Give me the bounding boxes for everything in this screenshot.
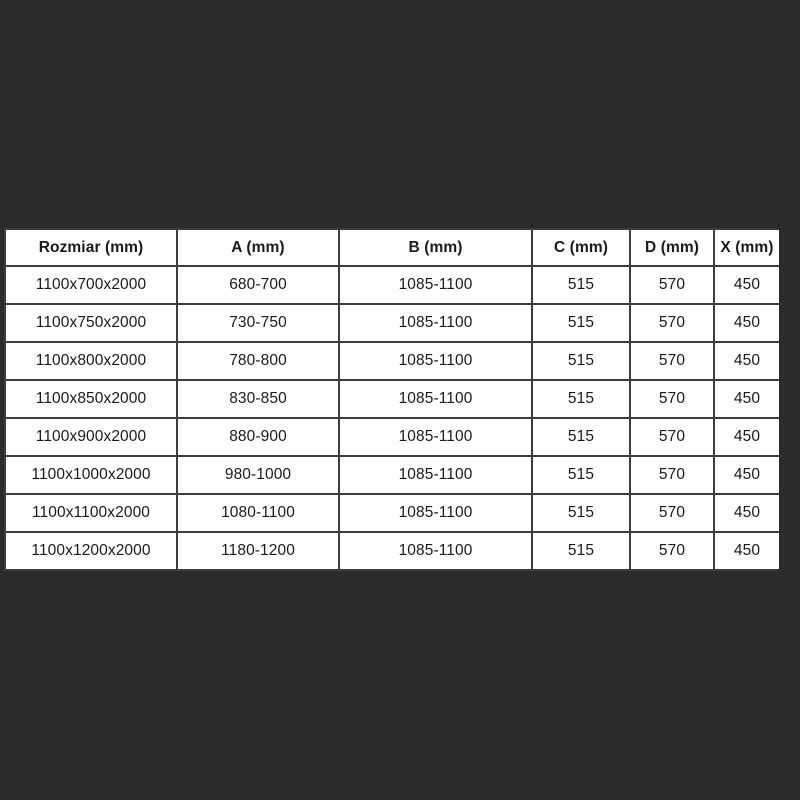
- cell-d: 570: [630, 418, 715, 457]
- cell-c: 515: [532, 494, 631, 533]
- cell-c: 515: [532, 380, 631, 419]
- cell-c: 515: [532, 342, 631, 381]
- cell-d: 570: [630, 532, 715, 569]
- cell-c: 515: [532, 532, 631, 569]
- cell-rozmiar: 1100x700x2000: [6, 266, 178, 305]
- cell-x: 450: [714, 304, 779, 343]
- cell-a: 780-800: [177, 342, 340, 381]
- cell-a: 830-850: [177, 380, 340, 419]
- cell-a: 880-900: [177, 418, 340, 457]
- cell-x: 450: [714, 342, 779, 381]
- cell-c: 515: [532, 266, 631, 305]
- cell-x: 450: [714, 266, 779, 305]
- column-header-x: X (mm): [714, 230, 779, 267]
- cell-d: 570: [630, 304, 715, 343]
- table-row: 1100x800x2000 780-800 1085-1100 515 570 …: [6, 342, 779, 381]
- cell-d: 570: [630, 456, 715, 495]
- table-row: 1100x1000x2000 980-1000 1085-1100 515 57…: [6, 456, 779, 495]
- specification-table-container: Rozmiar (mm) A (mm) B (mm) C (mm) D (mm)…: [4, 228, 779, 571]
- table-row: 1100x850x2000 830-850 1085-1100 515 570 …: [6, 380, 779, 419]
- cell-b: 1085-1100: [339, 532, 533, 569]
- cell-d: 570: [630, 494, 715, 533]
- cell-a: 680-700: [177, 266, 340, 305]
- cell-b: 1085-1100: [339, 494, 533, 533]
- cell-rozmiar: 1100x1200x2000: [6, 532, 178, 569]
- column-header-b: B (mm): [339, 230, 533, 267]
- specification-table: Rozmiar (mm) A (mm) B (mm) C (mm) D (mm)…: [6, 230, 779, 569]
- cell-c: 515: [532, 456, 631, 495]
- cell-x: 450: [714, 380, 779, 419]
- column-header-c: C (mm): [532, 230, 631, 267]
- cell-a: 1180-1200: [177, 532, 340, 569]
- table-row: 1100x750x2000 730-750 1085-1100 515 570 …: [6, 304, 779, 343]
- cell-b: 1085-1100: [339, 456, 533, 495]
- cell-c: 515: [532, 304, 631, 343]
- cell-a: 730-750: [177, 304, 340, 343]
- table-row: 1100x1200x2000 1180-1200 1085-1100 515 5…: [6, 532, 779, 569]
- cell-rozmiar: 1100x850x2000: [6, 380, 178, 419]
- cell-rozmiar: 1100x900x2000: [6, 418, 178, 457]
- table-row: 1100x1100x2000 1080-1100 1085-1100 515 5…: [6, 494, 779, 533]
- cell-d: 570: [630, 342, 715, 381]
- cell-d: 570: [630, 266, 715, 305]
- cell-rozmiar: 1100x800x2000: [6, 342, 178, 381]
- table-body: 1100x700x2000 680-700 1085-1100 515 570 …: [6, 266, 779, 569]
- table-row: 1100x700x2000 680-700 1085-1100 515 570 …: [6, 266, 779, 305]
- cell-x: 450: [714, 456, 779, 495]
- cell-x: 450: [714, 532, 779, 569]
- cell-b: 1085-1100: [339, 380, 533, 419]
- table-row: 1100x900x2000 880-900 1085-1100 515 570 …: [6, 418, 779, 457]
- cell-b: 1085-1100: [339, 342, 533, 381]
- column-header-a: A (mm): [177, 230, 340, 267]
- cell-b: 1085-1100: [339, 304, 533, 343]
- cell-rozmiar: 1100x750x2000: [6, 304, 178, 343]
- column-header-d: D (mm): [630, 230, 715, 267]
- cell-rozmiar: 1100x1000x2000: [6, 456, 178, 495]
- table-header: Rozmiar (mm) A (mm) B (mm) C (mm) D (mm)…: [6, 230, 779, 267]
- cell-b: 1085-1100: [339, 418, 533, 457]
- cell-c: 515: [532, 418, 631, 457]
- cell-x: 450: [714, 418, 779, 457]
- cell-d: 570: [630, 380, 715, 419]
- cell-rozmiar: 1100x1100x2000: [6, 494, 178, 533]
- column-header-rozmiar: Rozmiar (mm): [6, 230, 178, 267]
- cell-b: 1085-1100: [339, 266, 533, 305]
- cell-x: 450: [714, 494, 779, 533]
- table-header-row: Rozmiar (mm) A (mm) B (mm) C (mm) D (mm)…: [6, 230, 779, 267]
- cell-a: 1080-1100: [177, 494, 340, 533]
- cell-a: 980-1000: [177, 456, 340, 495]
